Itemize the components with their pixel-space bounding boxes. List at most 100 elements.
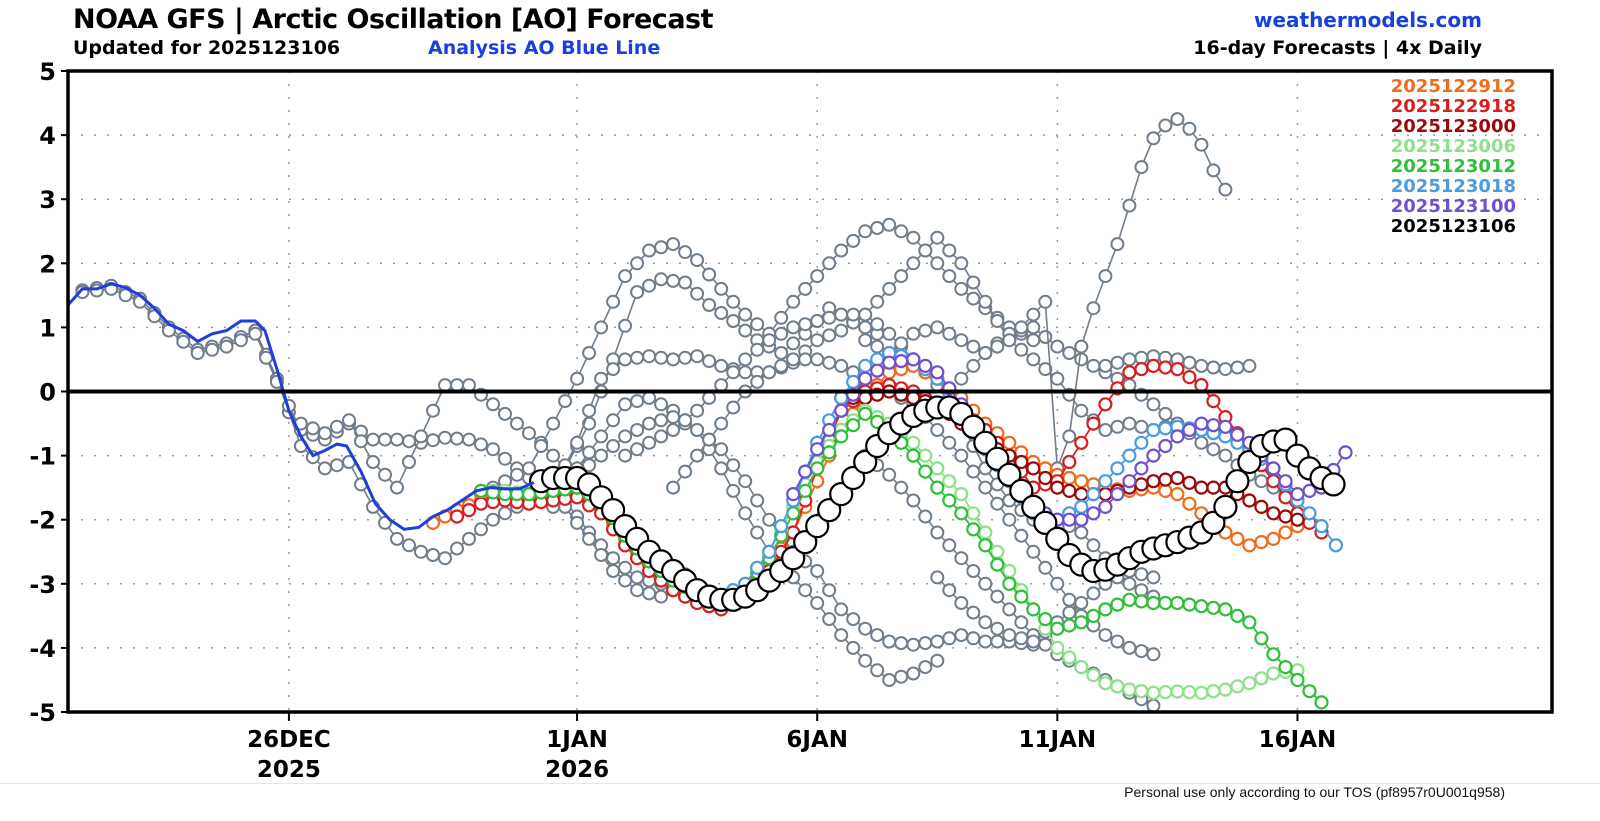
ensemble-run-marker <box>176 334 191 349</box>
ensemble-run-marker <box>1062 592 1077 607</box>
forecast-run-2025123100-marker <box>1062 512 1077 527</box>
ensemble-run-marker <box>966 358 981 373</box>
ensemble-run-marker <box>942 269 957 284</box>
ensemble-run-marker <box>882 326 897 341</box>
ensemble-run-marker <box>738 506 753 521</box>
forecast-run-latest-marker <box>1321 472 1346 497</box>
ensemble-run-marker <box>450 378 464 393</box>
ensemble-run-marker <box>978 576 993 591</box>
ensemble-run-marker <box>378 432 392 447</box>
ensemble-run-marker <box>1098 628 1113 643</box>
ensemble-run-marker <box>618 560 633 575</box>
ensemble-run-marker <box>1134 160 1149 175</box>
ensemble-run-marker <box>1002 628 1017 643</box>
ensemble-run-marker <box>654 589 669 604</box>
ensemble-run-marker <box>1014 615 1029 630</box>
forecast-run-2025123018-marker <box>1302 506 1317 521</box>
forecast-run-2025123100-marker <box>1146 448 1161 463</box>
ensemble-run-marker <box>1026 634 1041 649</box>
forecast-run-2025123018-marker <box>1134 435 1149 450</box>
ensemble-run-marker <box>618 318 633 333</box>
ensemble-run-marker <box>486 397 500 412</box>
ensemble-run-marker <box>582 346 597 360</box>
forecast-run-2025123000-marker <box>1074 487 1089 502</box>
ensemble-run-marker <box>402 538 416 553</box>
ensemble-run-marker <box>870 339 885 354</box>
y-tick-label: 3 <box>39 186 56 214</box>
series-layer <box>425 345 1353 710</box>
ensemble-run-marker <box>666 480 681 495</box>
ensemble-run-marker <box>1086 538 1101 553</box>
ensemble-run-marker <box>750 525 765 540</box>
ensemble-run-marker <box>1146 397 1161 412</box>
forecast-run-2025122912-marker <box>1230 531 1245 547</box>
y-tick-label: -2 <box>29 507 56 535</box>
forecast-run-2025122918-marker <box>1158 360 1173 375</box>
ensemble-run-marker <box>1110 419 1125 434</box>
ensemble-run-marker <box>870 221 885 235</box>
chart-title: NOAA GFS | Arctic Oscillation [AO] Forec… <box>73 4 714 35</box>
ensemble-run-marker <box>498 406 512 421</box>
ensemble-run-marker <box>582 403 597 418</box>
forecast-run-2025122918-marker <box>1206 394 1221 409</box>
ensemble-run-marker <box>438 551 452 566</box>
forecast-run-2025123006-marker <box>930 461 945 476</box>
ensemble-run-marker <box>666 237 681 252</box>
ensemble-run-marker <box>906 230 921 245</box>
ensemble-run-marker <box>190 346 205 360</box>
forecast-run-2025123012-marker <box>1086 608 1101 624</box>
forecast-run-2025123012-marker <box>1074 615 1089 630</box>
forecast-run-2025123012-marker <box>1206 600 1221 615</box>
ensemble-run-marker <box>1206 442 1221 457</box>
ensemble-run-marker <box>642 586 657 601</box>
x-tick-label: 26DEC <box>247 727 331 753</box>
forecast-run-2025123012-marker <box>834 429 849 444</box>
forecast-run-2025123006-marker <box>1230 679 1245 694</box>
ensemble-run-marker <box>1110 237 1125 252</box>
forecast-run-latest-marker <box>781 546 806 571</box>
ensemble-run-marker <box>1122 640 1137 655</box>
forecast-run-2025123100-marker <box>834 403 849 418</box>
ensemble-run-marker <box>654 350 669 365</box>
analysis-layer <box>66 282 535 531</box>
ensemble-run-marker <box>942 326 957 341</box>
ensemble-run-marker <box>822 583 837 598</box>
forecast-run-2025123018-marker <box>1074 499 1089 514</box>
ensemble-run <box>1098 349 1257 377</box>
forecast-run-2025123006-marker <box>1266 666 1281 681</box>
ensemble-run-marker <box>678 464 693 479</box>
forecast-run-2025123012-marker <box>1314 695 1329 710</box>
ensemble-run-marker <box>726 294 741 309</box>
site-link[interactable]: weathermodels.com <box>1253 8 1482 32</box>
ensemble-run-marker <box>1050 339 1065 354</box>
ensemble-run-marker <box>942 538 957 553</box>
ensemble-run-marker <box>1218 182 1233 197</box>
forecast-run-2025123012-marker <box>1158 595 1173 611</box>
forecast-run-latest-marker <box>1021 494 1046 519</box>
ensemble-run-marker <box>726 400 741 415</box>
ensemble-run-marker <box>1038 330 1053 344</box>
forecast-run-2025122918-marker <box>461 503 477 518</box>
forecast-run-2025123000-marker <box>1182 475 1197 490</box>
ensemble-run-marker <box>990 339 1005 354</box>
ensemble-run-marker <box>954 628 969 643</box>
forecast-run-latest-marker <box>1237 449 1262 475</box>
ensemble-run-marker <box>1230 360 1245 375</box>
x-tick-label: 11JAN <box>1019 727 1097 753</box>
forecast-run-2025123006-marker <box>906 435 921 450</box>
ensemble-run-marker <box>1146 131 1161 146</box>
ensemble-run-marker <box>906 256 921 271</box>
forecast-run-2025123000-marker <box>1278 509 1293 524</box>
forecast-run-2025123006-marker <box>978 525 993 540</box>
ensemble-run-marker <box>594 448 609 463</box>
ensemble-run-marker <box>858 307 873 322</box>
ensemble-run-marker <box>1038 294 1053 309</box>
ensemble-run-marker <box>618 573 633 588</box>
ensemble-run-marker <box>846 307 861 322</box>
ensemble-run-marker <box>366 455 380 469</box>
forecast-run-2025123000-marker <box>1254 499 1269 514</box>
ensemble-run-marker <box>990 621 1005 636</box>
ensemble-run-marker <box>630 423 645 437</box>
ensemble-run-marker <box>1146 647 1161 662</box>
ensemble-run-marker <box>1218 448 1233 463</box>
